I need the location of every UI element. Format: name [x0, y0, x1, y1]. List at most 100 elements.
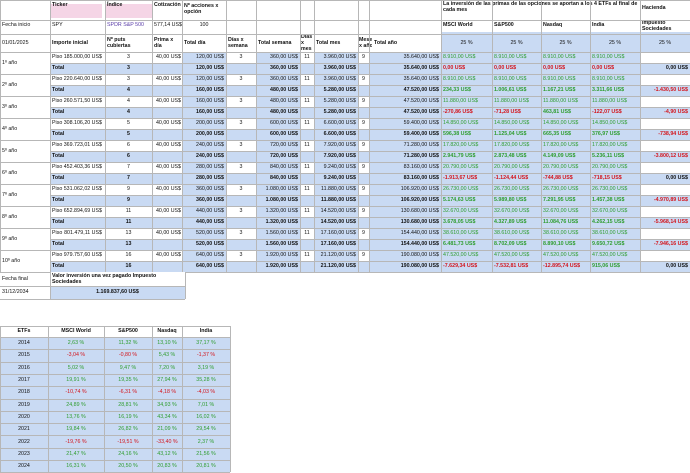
total-e4[interactable]: 376,97 US$ [592, 131, 620, 138]
total-hacienda[interactable]: 0,00 US$ [665, 175, 688, 182]
puts-value[interactable]: 5 [127, 120, 130, 127]
total-dia[interactable]: 520,00 US$ [196, 241, 224, 248]
total-mes[interactable]: 17.160,00 US$ [320, 241, 356, 248]
importe-value[interactable]: 801.479,11 US$ [64, 230, 102, 237]
etf-return[interactable]: 24,89 % [66, 401, 86, 408]
etf-year[interactable]: 2020 [18, 413, 30, 420]
etf-return[interactable]: 16,31 % [66, 463, 86, 470]
total-label[interactable]: Total [52, 153, 65, 160]
etf-table-header[interactable]: Nasdaq [157, 328, 177, 335]
ma-value[interactable]: 9 [362, 186, 365, 193]
etf4-value[interactable]: 38.610,00 US$ [592, 230, 628, 237]
importe-value[interactable]: 979.757,60 US$ [63, 252, 102, 259]
sem-value[interactable]: 1.080,00 US$ [265, 186, 298, 193]
col-dias-mes[interactable]: Días x mes [301, 34, 313, 52]
year-label[interactable]: 10º año [2, 257, 21, 264]
col-dias-semana[interactable]: Días x semana [228, 36, 248, 49]
etf1-value[interactable]: 47.520,00 US$ [443, 252, 479, 259]
total-hacienda[interactable]: -7.946,16 US$ [653, 241, 688, 248]
total-e3[interactable]: 8.890,10 US$ [543, 241, 576, 248]
total-e4[interactable]: 9.650,72 US$ [592, 241, 625, 248]
dia-value[interactable]: 440,00 US$ [196, 208, 224, 215]
etf-return[interactable]: 2,63 % [67, 340, 85, 347]
etf3-value[interactable]: 26.730,00 US$ [543, 186, 579, 193]
year-label[interactable]: 5º año [2, 147, 18, 154]
piso-label[interactable]: Piso [52, 54, 63, 61]
etf-nasdaq-header[interactable]: Nasdaq [543, 21, 563, 28]
start-date-value[interactable]: 01/01/2025 [2, 39, 29, 46]
importe-value[interactable]: 531.062,02 US$ [63, 186, 102, 193]
prima-value[interactable]: 40,00 US$ [155, 230, 181, 237]
dia-value[interactable]: 360,00 US$ [196, 186, 224, 193]
ano-value[interactable]: 35.640,00 US$ [403, 76, 439, 83]
col-total-semana[interactable]: Total semana [258, 39, 292, 46]
ma-value[interactable]: 9 [362, 54, 365, 61]
total-dia[interactable]: 640,00 US$ [196, 263, 224, 270]
etf-india-header[interactable]: India [592, 21, 605, 28]
year-label[interactable]: 1º año [2, 59, 18, 66]
total-sem[interactable]: 1.920,00 US$ [265, 263, 298, 270]
ma-value[interactable]: 9 [362, 120, 365, 127]
etf-table-header[interactable]: India [199, 328, 213, 335]
total-e3[interactable]: 463,81 US$ [543, 109, 571, 116]
total-e2[interactable]: -1.124,44 US$ [494, 175, 529, 182]
col-total-mes[interactable]: Total mes [316, 39, 341, 46]
total-dia[interactable]: 200,00 US$ [196, 131, 224, 138]
etf3-value[interactable]: 32.670,00 US$ [543, 208, 579, 215]
etf-return[interactable]: 5,43 % [158, 352, 176, 359]
total-puts[interactable]: 5 [127, 131, 130, 138]
total-sem[interactable]: 840,00 US$ [270, 175, 298, 182]
total-sem[interactable]: 480,00 US$ [270, 109, 298, 116]
etf4-value[interactable]: 8.910,00 US$ [592, 54, 625, 61]
etf-return[interactable]: -19,51 % [117, 438, 139, 445]
year-label[interactable]: 4º año [2, 125, 18, 132]
etf-return[interactable]: -33,40 % [156, 438, 178, 445]
start-date-label[interactable]: Fecha inicio [2, 21, 31, 28]
etf-return[interactable]: 35,28 % [196, 377, 216, 383]
etf-return[interactable]: -1,37 % [196, 352, 216, 359]
etf-return[interactable]: -0,80 % [118, 352, 138, 359]
total-mes[interactable]: 5.280,00 US$ [323, 87, 356, 94]
piso-label[interactable]: Piso [52, 120, 63, 127]
col-meses-ano[interactable]: Meses x año [359, 36, 372, 49]
col-importe[interactable]: Importe inicial [52, 39, 88, 46]
mes-value[interactable]: 17.160,00 US$ [320, 230, 356, 237]
total-e2[interactable]: 1.125,04 US$ [494, 131, 527, 138]
ma-value[interactable]: 9 [362, 142, 365, 149]
total-hacienda[interactable]: -738,94 US$ [658, 131, 688, 138]
etf2-value[interactable]: 11.880,00 US$ [494, 98, 529, 105]
etf-year[interactable]: 2023 [18, 450, 30, 457]
total-sem[interactable]: 1.320,00 US$ [265, 219, 298, 226]
total-e4[interactable]: 5.236,11 US$ [592, 153, 625, 160]
total-e1[interactable]: 6.481,73 US$ [443, 241, 476, 248]
total-e3[interactable]: -12.895,74 US$ [543, 263, 581, 270]
total-sem[interactable]: 1.080,00 US$ [265, 197, 298, 204]
mes-value[interactable]: 9.240,00 US$ [323, 164, 356, 171]
ma-value[interactable]: 9 [362, 230, 365, 237]
etf-return[interactable]: 28,81 % [118, 401, 138, 408]
total-puts[interactable]: 16 [125, 263, 132, 270]
total-hacienda[interactable]: -1.430,50 US$ [653, 87, 688, 94]
etf-return[interactable]: 11,32 % [118, 340, 138, 347]
total-puts[interactable]: 4 [127, 109, 130, 116]
total-e3[interactable]: 665,35 US$ [543, 131, 571, 138]
ano-value[interactable]: 71.280,00 US$ [403, 142, 439, 149]
total-label[interactable]: Total [52, 175, 65, 182]
sem-value[interactable]: 360,00 US$ [270, 76, 298, 83]
total-label[interactable]: Total [52, 219, 65, 226]
total-e3[interactable]: -744,88 US$ [543, 175, 573, 182]
etf-return[interactable]: 3,19 % [197, 364, 215, 371]
mes-value[interactable]: 11.880,00 US$ [321, 186, 356, 193]
dia-value[interactable]: 240,00 US$ [196, 142, 224, 149]
sem-value[interactable]: 600,00 US$ [270, 120, 298, 127]
puts-value[interactable]: 3 [127, 76, 130, 83]
total-e1[interactable]: -1.913,67 US$ [443, 175, 478, 182]
ano-value[interactable]: 130.680,00 US$ [400, 208, 439, 215]
total-sem[interactable]: 600,00 US$ [270, 131, 298, 138]
etf-return[interactable]: 2,37 % [197, 438, 215, 445]
etf2-value[interactable]: 14.850,00 US$ [494, 120, 530, 127]
ticker-value[interactable]: SPY [52, 21, 63, 28]
total-label[interactable]: Total [52, 263, 65, 270]
total-e4[interactable]: -718,15 US$ [592, 175, 622, 182]
tax-header[interactable]: Impuesto Sociedades [642, 19, 672, 32]
